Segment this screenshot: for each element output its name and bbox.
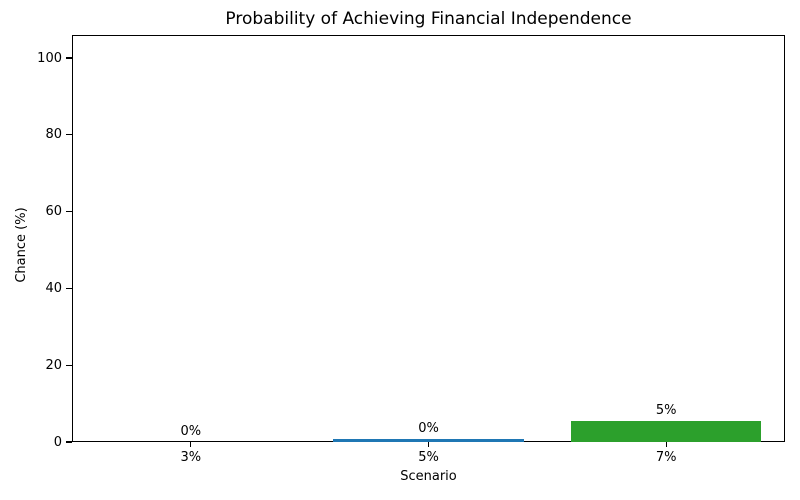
x-tick-label: 5% — [418, 450, 439, 465]
y-axis-label: Chance (%) — [14, 207, 29, 283]
y-tick-label: 0 — [53, 434, 62, 450]
bar-value-label: 0% — [418, 420, 439, 436]
y-tick-mark — [66, 211, 72, 213]
x-tick-mark — [427, 442, 430, 447]
x-axis-label: Scenario — [400, 469, 457, 484]
y-tick-mark — [66, 364, 72, 366]
bar — [333, 438, 524, 442]
plot-area — [72, 35, 785, 442]
x-tick-mark — [190, 442, 192, 447]
y-tick-label: 60 — [45, 204, 62, 220]
bar-value-label: 0% — [180, 424, 202, 439]
y-tick-mark — [66, 134, 72, 136]
x-tick-label: 3% — [180, 450, 202, 465]
y-tick-mark — [66, 287, 72, 289]
bar-value-label: 5% — [655, 402, 677, 418]
y-tick-label: 40 — [45, 280, 62, 296]
x-tick-label: 7% — [655, 450, 677, 465]
bar — [571, 420, 762, 442]
y-tick-label: 100 — [37, 50, 62, 66]
y-tick-label: 80 — [45, 127, 62, 143]
y-tick-label: 20 — [45, 357, 62, 373]
y-tick-mark — [66, 441, 72, 443]
x-tick-mark — [665, 442, 667, 447]
y-tick-mark — [66, 57, 72, 59]
chart-title: Probability of Achieving Financial Indep… — [225, 9, 632, 29]
